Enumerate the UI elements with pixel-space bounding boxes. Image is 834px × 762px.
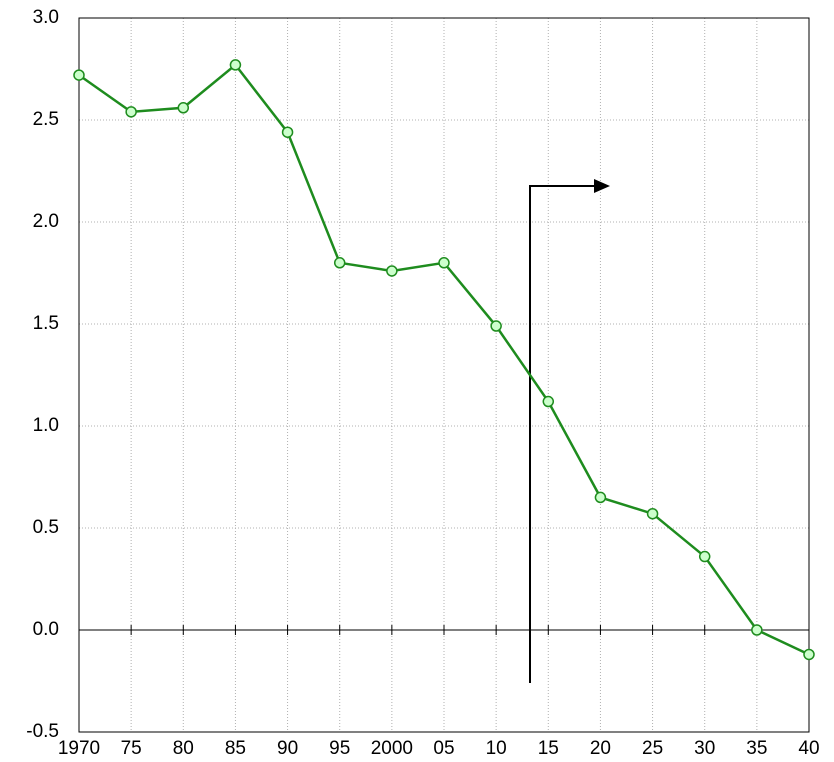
data-point — [751, 624, 763, 636]
data-point — [438, 257, 450, 269]
annotation-arrow — [529, 179, 610, 683]
x-tick-label: 20 — [590, 738, 611, 759]
grid — [78, 17, 810, 733]
data-point — [125, 106, 137, 118]
x-tick-label: 40 — [798, 738, 819, 759]
x-tick-label: 25 — [642, 738, 663, 759]
x-tick-label: 75 — [121, 738, 142, 759]
x-tick-label: 90 — [277, 738, 298, 759]
y-tick-label: 3.0 — [33, 7, 59, 28]
data-point — [594, 491, 607, 504]
x-tick-label: 35 — [746, 738, 767, 759]
x-tick-label: 1970 — [58, 738, 100, 759]
data-point — [542, 395, 555, 408]
arrow-line — [529, 185, 596, 683]
x-tick-label: 15 — [538, 738, 559, 759]
y-tick-label: 0.0 — [33, 619, 59, 640]
data-point — [803, 648, 815, 661]
y-tick-label: 1.0 — [33, 415, 59, 436]
y-tick-label: 1.5 — [33, 313, 59, 334]
data-point — [73, 69, 85, 81]
x-tick-label: 05 — [433, 738, 454, 759]
x-tick-label: 2000 — [371, 738, 413, 759]
data-point — [698, 550, 711, 563]
y-tick-label: -0.5 — [26, 721, 59, 742]
data-point — [333, 257, 346, 269]
data-point — [386, 265, 398, 277]
plot-frame — [78, 17, 810, 733]
x-tick-label: 95 — [329, 738, 350, 759]
x-tick-label: 80 — [173, 738, 194, 759]
data-point — [490, 320, 502, 332]
data-point — [281, 126, 294, 138]
x-tick-label: 10 — [486, 738, 507, 759]
y-tick-label: 0.5 — [33, 517, 59, 538]
x-tick-label: 30 — [694, 738, 715, 759]
data-point — [646, 507, 659, 520]
y-tick-label: 2.0 — [33, 211, 59, 232]
data-point — [177, 102, 190, 114]
x-tick-label: 85 — [225, 738, 246, 759]
y-tick-label: 2.5 — [33, 109, 59, 130]
arrow-head — [594, 179, 610, 193]
data-point — [229, 59, 242, 71]
